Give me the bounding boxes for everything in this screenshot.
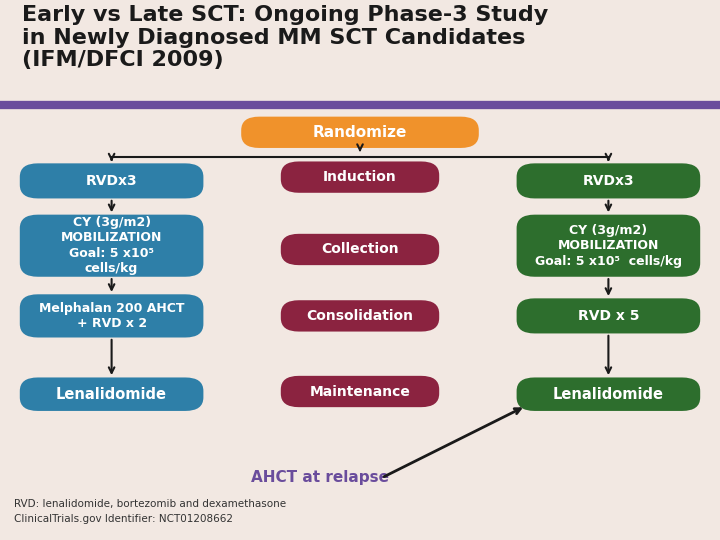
FancyBboxPatch shape bbox=[20, 377, 204, 411]
FancyBboxPatch shape bbox=[516, 163, 700, 198]
FancyBboxPatch shape bbox=[516, 298, 700, 333]
FancyBboxPatch shape bbox=[516, 377, 700, 411]
Text: RVDx3: RVDx3 bbox=[86, 174, 138, 188]
Text: RVD x 5: RVD x 5 bbox=[577, 309, 639, 323]
Text: CY (3g/m2)
MOBILIZATION
Goal: 5 x10⁵  cells/kg: CY (3g/m2) MOBILIZATION Goal: 5 x10⁵ cel… bbox=[535, 224, 682, 268]
FancyBboxPatch shape bbox=[281, 161, 439, 193]
Text: Consolidation: Consolidation bbox=[307, 309, 413, 323]
FancyBboxPatch shape bbox=[20, 294, 204, 338]
Text: Collection: Collection bbox=[321, 242, 399, 256]
FancyBboxPatch shape bbox=[20, 214, 204, 276]
FancyBboxPatch shape bbox=[281, 234, 439, 265]
Text: AHCT at relapse: AHCT at relapse bbox=[251, 470, 390, 485]
Text: Early vs Late SCT: Ongoing Phase-3 Study
in Newly Diagnosed MM SCT Candidates
(I: Early vs Late SCT: Ongoing Phase-3 Study… bbox=[22, 5, 548, 70]
FancyBboxPatch shape bbox=[20, 163, 204, 198]
Text: Induction: Induction bbox=[323, 170, 397, 184]
FancyBboxPatch shape bbox=[281, 376, 439, 407]
Text: ClinicalTrials.gov Identifier: NCT01208662: ClinicalTrials.gov Identifier: NCT012086… bbox=[14, 514, 233, 524]
FancyBboxPatch shape bbox=[281, 300, 439, 332]
Text: Randomize: Randomize bbox=[312, 125, 408, 140]
Text: CY (3g/m2)
MOBILIZATION
Goal: 5 x10⁵
cells/kg: CY (3g/m2) MOBILIZATION Goal: 5 x10⁵ cel… bbox=[61, 216, 162, 275]
Text: RVD: lenalidomide, bortezomib and dexamethasone: RVD: lenalidomide, bortezomib and dexame… bbox=[14, 500, 287, 510]
Text: RVDx3: RVDx3 bbox=[582, 174, 634, 188]
FancyBboxPatch shape bbox=[516, 214, 700, 276]
FancyBboxPatch shape bbox=[241, 117, 479, 148]
Text: Lenalidomide: Lenalidomide bbox=[56, 387, 167, 402]
Text: Melphalan 200 AHCT
+ RVD x 2: Melphalan 200 AHCT + RVD x 2 bbox=[39, 302, 184, 330]
Text: Lenalidomide: Lenalidomide bbox=[553, 387, 664, 402]
Text: Maintenance: Maintenance bbox=[310, 384, 410, 399]
